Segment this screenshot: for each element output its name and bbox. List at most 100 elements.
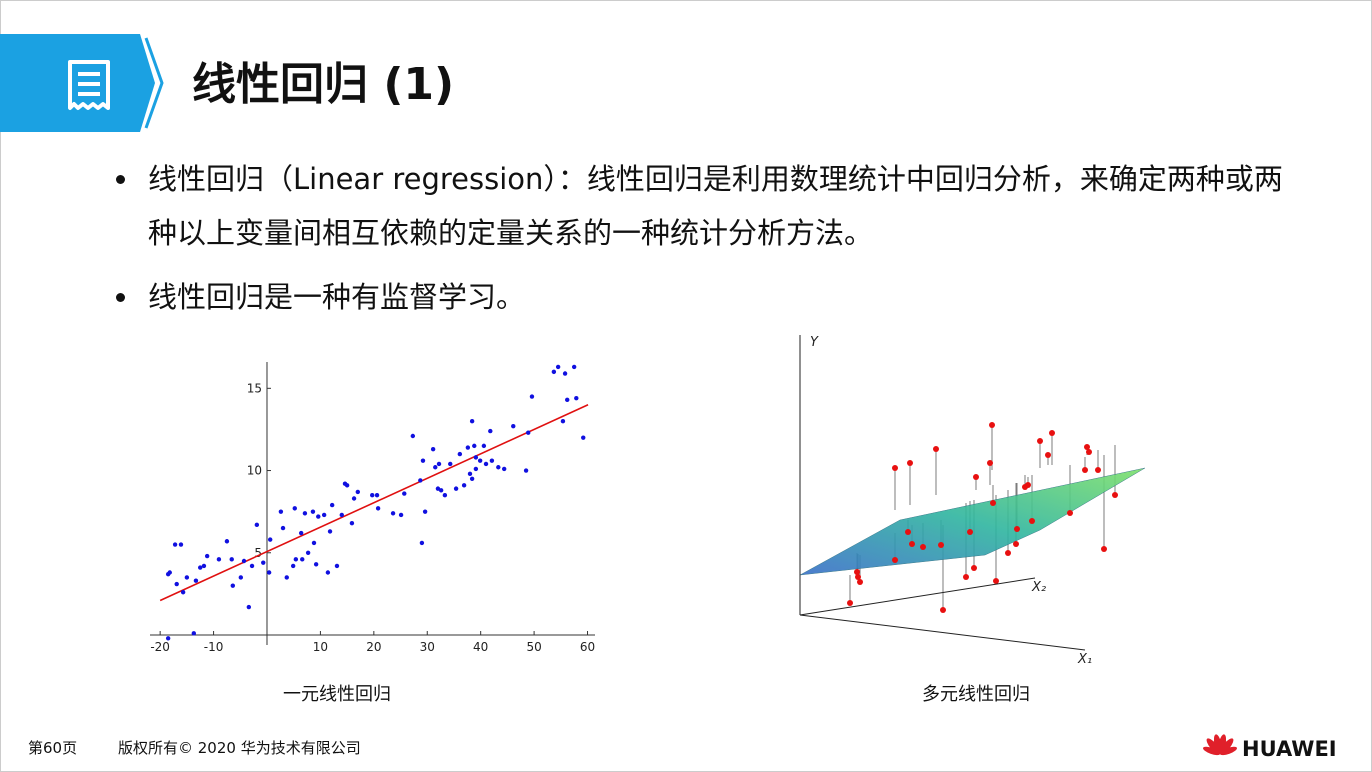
brand-logo: HUAWEI	[1203, 734, 1337, 761]
y-tick-label: 5	[254, 546, 262, 560]
data-point	[529, 394, 535, 399]
data-point	[438, 488, 444, 493]
data-point	[178, 542, 184, 547]
data-point	[351, 496, 357, 501]
copyright: 版权所有© 2020 华为技术有限公司	[118, 739, 361, 757]
sample-point	[854, 569, 860, 575]
data-point	[293, 557, 299, 562]
sample-point	[1029, 518, 1035, 524]
x-tick-label: 10	[313, 640, 328, 654]
data-point	[375, 506, 381, 511]
figure-caption: 一元线性回归	[283, 684, 391, 705]
data-point	[457, 451, 463, 457]
data-point	[419, 540, 425, 546]
sample-point	[857, 579, 863, 585]
sample-point	[971, 565, 977, 571]
data-point	[574, 395, 579, 401]
sample-point	[920, 544, 926, 550]
data-point	[410, 433, 416, 439]
data-point	[390, 511, 396, 516]
sample-point	[909, 541, 915, 547]
sample-point	[847, 600, 853, 606]
data-point	[581, 435, 586, 440]
regression-plane	[799, 467, 1146, 576]
data-point	[402, 491, 407, 496]
x-tick-label: 40	[473, 640, 488, 654]
bullet-list: 线性回归（Linear regression）：线性回归是利用数理统计中回归分析…	[110, 152, 1290, 334]
x-tick-label: -20	[150, 640, 170, 654]
data-point	[321, 512, 327, 518]
scatter-chart: -20 -10 10 20 30 40 50 60 5 10 15	[150, 362, 595, 654]
sample-point	[1084, 444, 1090, 450]
data-point	[266, 570, 272, 575]
sample-point	[1082, 467, 1088, 473]
data-point	[284, 575, 289, 580]
data-point	[165, 636, 171, 641]
sample-point	[973, 474, 979, 480]
x-tick-label: 20	[366, 640, 381, 654]
data-point	[472, 443, 477, 449]
data-point	[300, 557, 305, 562]
sample-point	[905, 529, 911, 535]
data-point	[191, 631, 197, 636]
sample-point	[1014, 526, 1020, 532]
x-tick-label: -10	[204, 640, 224, 654]
data-point	[280, 525, 286, 531]
data-point	[473, 466, 479, 472]
data-point	[571, 364, 577, 370]
data-point	[327, 529, 333, 534]
data-point	[436, 461, 442, 467]
data-point	[278, 509, 284, 514]
sample-point	[1025, 482, 1031, 488]
data-point	[302, 511, 308, 516]
x-tick-label: 50	[526, 640, 541, 654]
sample-point	[892, 557, 898, 563]
data-point	[453, 486, 459, 491]
data-point	[355, 489, 361, 495]
data-point	[249, 563, 255, 569]
data-point	[201, 563, 207, 569]
sample-point	[1067, 510, 1073, 516]
sample-point	[1045, 452, 1051, 458]
data-point	[174, 581, 179, 587]
data-point	[523, 468, 529, 473]
data-point	[562, 371, 568, 376]
data-point	[461, 483, 467, 488]
data-point	[344, 483, 350, 488]
data-point	[292, 506, 297, 511]
sample-point	[933, 446, 939, 452]
sample-point	[1086, 449, 1092, 455]
data-point	[329, 502, 335, 508]
data-point	[511, 423, 516, 429]
data-point	[370, 493, 375, 498]
page-number: 第60页	[28, 739, 78, 757]
data-point	[180, 590, 186, 595]
data-point	[238, 575, 244, 580]
axis-label: Y	[810, 335, 819, 350]
sample-point	[1112, 492, 1118, 498]
data-point	[433, 465, 438, 470]
data-point	[325, 570, 331, 575]
sample-point	[967, 529, 973, 535]
sample-point	[855, 574, 861, 580]
data-point	[374, 493, 380, 498]
axis	[799, 614, 1086, 651]
data-point	[298, 530, 304, 536]
figure-caption: 多元线性回归	[922, 684, 1030, 705]
axis	[799, 577, 1036, 616]
data-point	[473, 455, 479, 460]
data-point	[241, 558, 247, 564]
data-point	[305, 550, 311, 555]
slide-title: 线性回归 (1)	[192, 59, 455, 110]
data-point	[481, 443, 487, 449]
data-point	[555, 364, 561, 370]
axis-label: X₂	[1031, 580, 1046, 595]
data-point	[501, 466, 507, 472]
sample-point	[938, 542, 944, 548]
sample-point	[940, 607, 946, 613]
data-point	[230, 583, 236, 588]
bullet: 线性回归（Linear regression）：线性回归是利用数理统计中回归分析…	[110, 152, 1290, 260]
data-point	[418, 478, 423, 483]
sample-point	[1005, 550, 1011, 556]
data-point	[334, 563, 340, 569]
